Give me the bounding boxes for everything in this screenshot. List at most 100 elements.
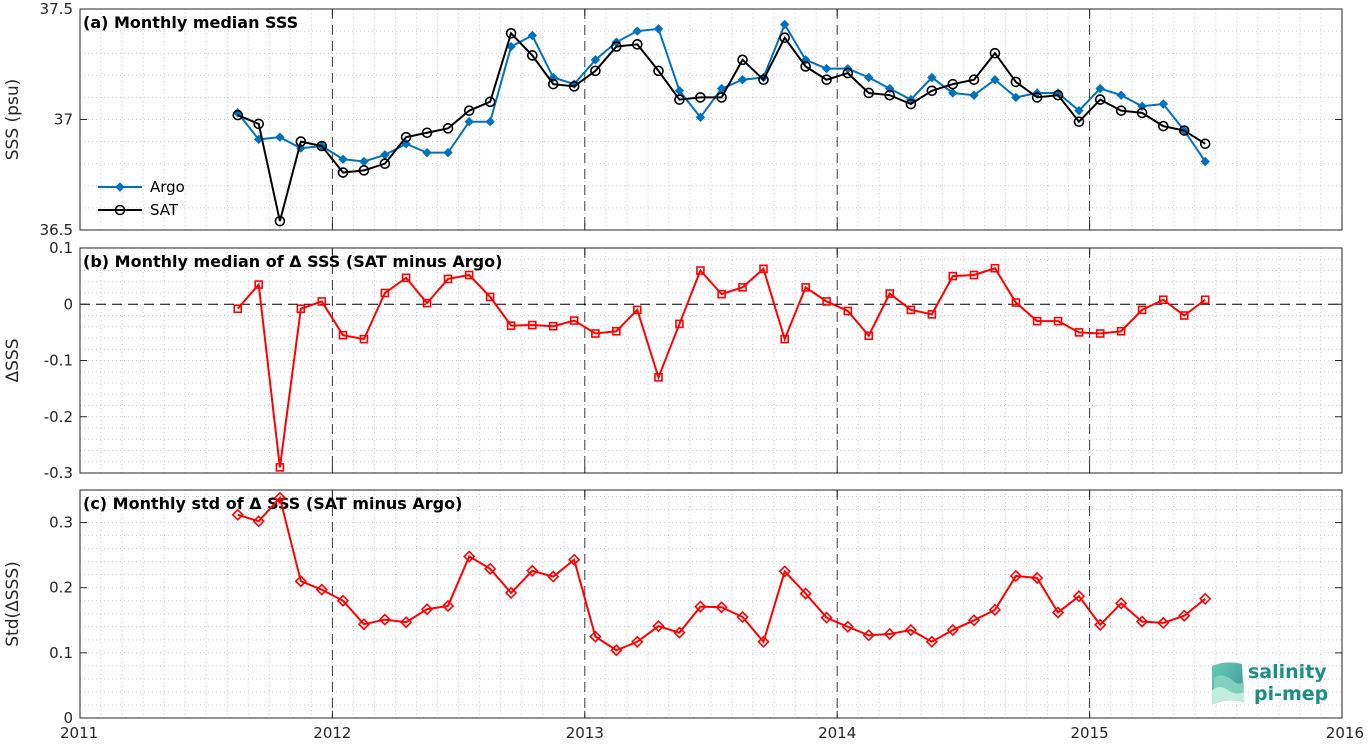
data-point-SAT: [695, 92, 706, 103]
data-point-delta: [715, 601, 728, 614]
axes-box: [79, 489, 1343, 719]
data-point-Argo: [1011, 92, 1021, 103]
data-point-Argo: [737, 75, 748, 85]
data-point-delta: [801, 283, 810, 292]
data-point-Argo: [653, 24, 664, 34]
y-tick-label: 37: [54, 111, 73, 129]
data-point-SAT: [1115, 105, 1127, 116]
x-tick-label: 2011: [60, 724, 98, 742]
data-point-delta: [233, 304, 243, 314]
data-point-SAT: [1031, 92, 1043, 103]
data-point-SAT: [611, 41, 622, 52]
data-point-Argo: [990, 75, 1000, 85]
data-point-delta: [1179, 311, 1189, 320]
data-point-delta: [736, 610, 749, 624]
y-axis-label: SSS (psu): [3, 79, 23, 160]
data-point-delta: [591, 329, 600, 338]
data-point-Argo: [632, 26, 643, 36]
y-tick-label: 0: [63, 709, 73, 727]
data-point-delta: [294, 575, 307, 588]
data-point-delta: [673, 626, 686, 639]
data-point-delta: [652, 620, 665, 633]
data-point-Argo: [443, 147, 453, 158]
data-point-delta: [504, 586, 518, 600]
data-point-SAT: [442, 123, 454, 134]
data-point-delta: [463, 550, 476, 563]
data-point-Argo: [1200, 156, 1210, 167]
data-point-delta: [1030, 571, 1044, 585]
data-point-SAT: [821, 74, 832, 86]
data-point-Argo: [422, 147, 432, 158]
data-point-delta: [1072, 590, 1086, 603]
data-point-Argo: [1074, 105, 1084, 116]
data-point-Argo: [359, 156, 369, 167]
data-point-SAT: [1136, 107, 1148, 119]
y-tick-label: 0.1: [49, 644, 73, 662]
data-point-delta: [799, 587, 812, 600]
data-point-SAT: [737, 54, 748, 66]
data-point-delta: [969, 270, 979, 280]
data-point-SAT: [779, 32, 791, 44]
data-point-delta: [484, 562, 497, 575]
data-point-delta: [988, 603, 1002, 616]
y-tick-label: 0: [63, 295, 73, 313]
data-point-delta: [632, 305, 642, 315]
data-point-delta: [1200, 295, 1210, 305]
data-point-Argo: [275, 132, 285, 142]
y-tick-label: 0.3: [49, 514, 73, 532]
data-point-SAT: [379, 158, 391, 169]
data-point-delta: [506, 321, 516, 330]
data-point-delta: [378, 613, 392, 626]
data-point-delta: [1009, 569, 1023, 583]
data-point-SAT: [1073, 116, 1085, 128]
data-point-delta: [526, 564, 539, 577]
data-point-SAT: [358, 165, 370, 176]
data-point-SAT: [926, 85, 938, 97]
panel-2: 0.1 0 -0.1 -0.2 -0.3 ΔSSS (b) Monthly median o…: [3, 239, 1343, 482]
data-point-Argo: [590, 55, 601, 65]
data-point-delta: [1199, 592, 1212, 605]
data-point-Argo: [380, 150, 390, 160]
y-tick-label: 37.5: [40, 0, 73, 18]
data-point-SAT: [590, 65, 601, 77]
legend-label-SAT: SAT: [150, 201, 179, 219]
data-point-Argo: [779, 19, 790, 30]
legend-label-Argo: Argo: [150, 178, 185, 196]
data-point-delta: [1053, 316, 1063, 326]
data-point-SAT: [295, 136, 307, 147]
data-point-delta: [864, 331, 874, 341]
data-point-delta: [780, 334, 790, 344]
data-point-SAT: [316, 140, 328, 152]
data-point-delta: [485, 292, 495, 302]
data-point-delta: [1157, 616, 1170, 630]
data-point-Argo: [1158, 99, 1169, 109]
data-point-delta: [1115, 597, 1128, 610]
data-point-delta: [1116, 326, 1126, 336]
data-point-delta: [1074, 328, 1084, 337]
data-point-SAT: [800, 61, 811, 72]
data-point-Argo: [527, 30, 538, 41]
data-point-SAT: [884, 89, 895, 101]
data-point-Argo: [485, 117, 495, 127]
data-point-delta: [948, 271, 958, 281]
data-point-delta: [1032, 316, 1042, 326]
data-point-SAT: [1178, 125, 1190, 136]
data-point-delta: [820, 611, 833, 624]
data-point-delta: [569, 316, 579, 325]
data-point-delta: [1159, 295, 1168, 305]
data-point-Argo: [464, 117, 474, 127]
data-point-delta: [610, 644, 623, 657]
data-point-delta: [631, 635, 644, 648]
data-point-delta: [717, 289, 726, 299]
data-point-SAT: [758, 74, 769, 86]
data-point-SAT: [1052, 89, 1064, 101]
data-point-delta: [778, 565, 791, 578]
data-point-SAT: [863, 87, 875, 99]
data-point-delta: [273, 491, 287, 504]
data-point-SAT: [653, 65, 664, 77]
data-point-delta: [757, 635, 770, 648]
series-line-delta: [237, 495, 1206, 652]
data-point-SAT: [337, 167, 349, 178]
data-point-SAT: [1199, 138, 1211, 150]
data-point-delta: [338, 330, 348, 340]
